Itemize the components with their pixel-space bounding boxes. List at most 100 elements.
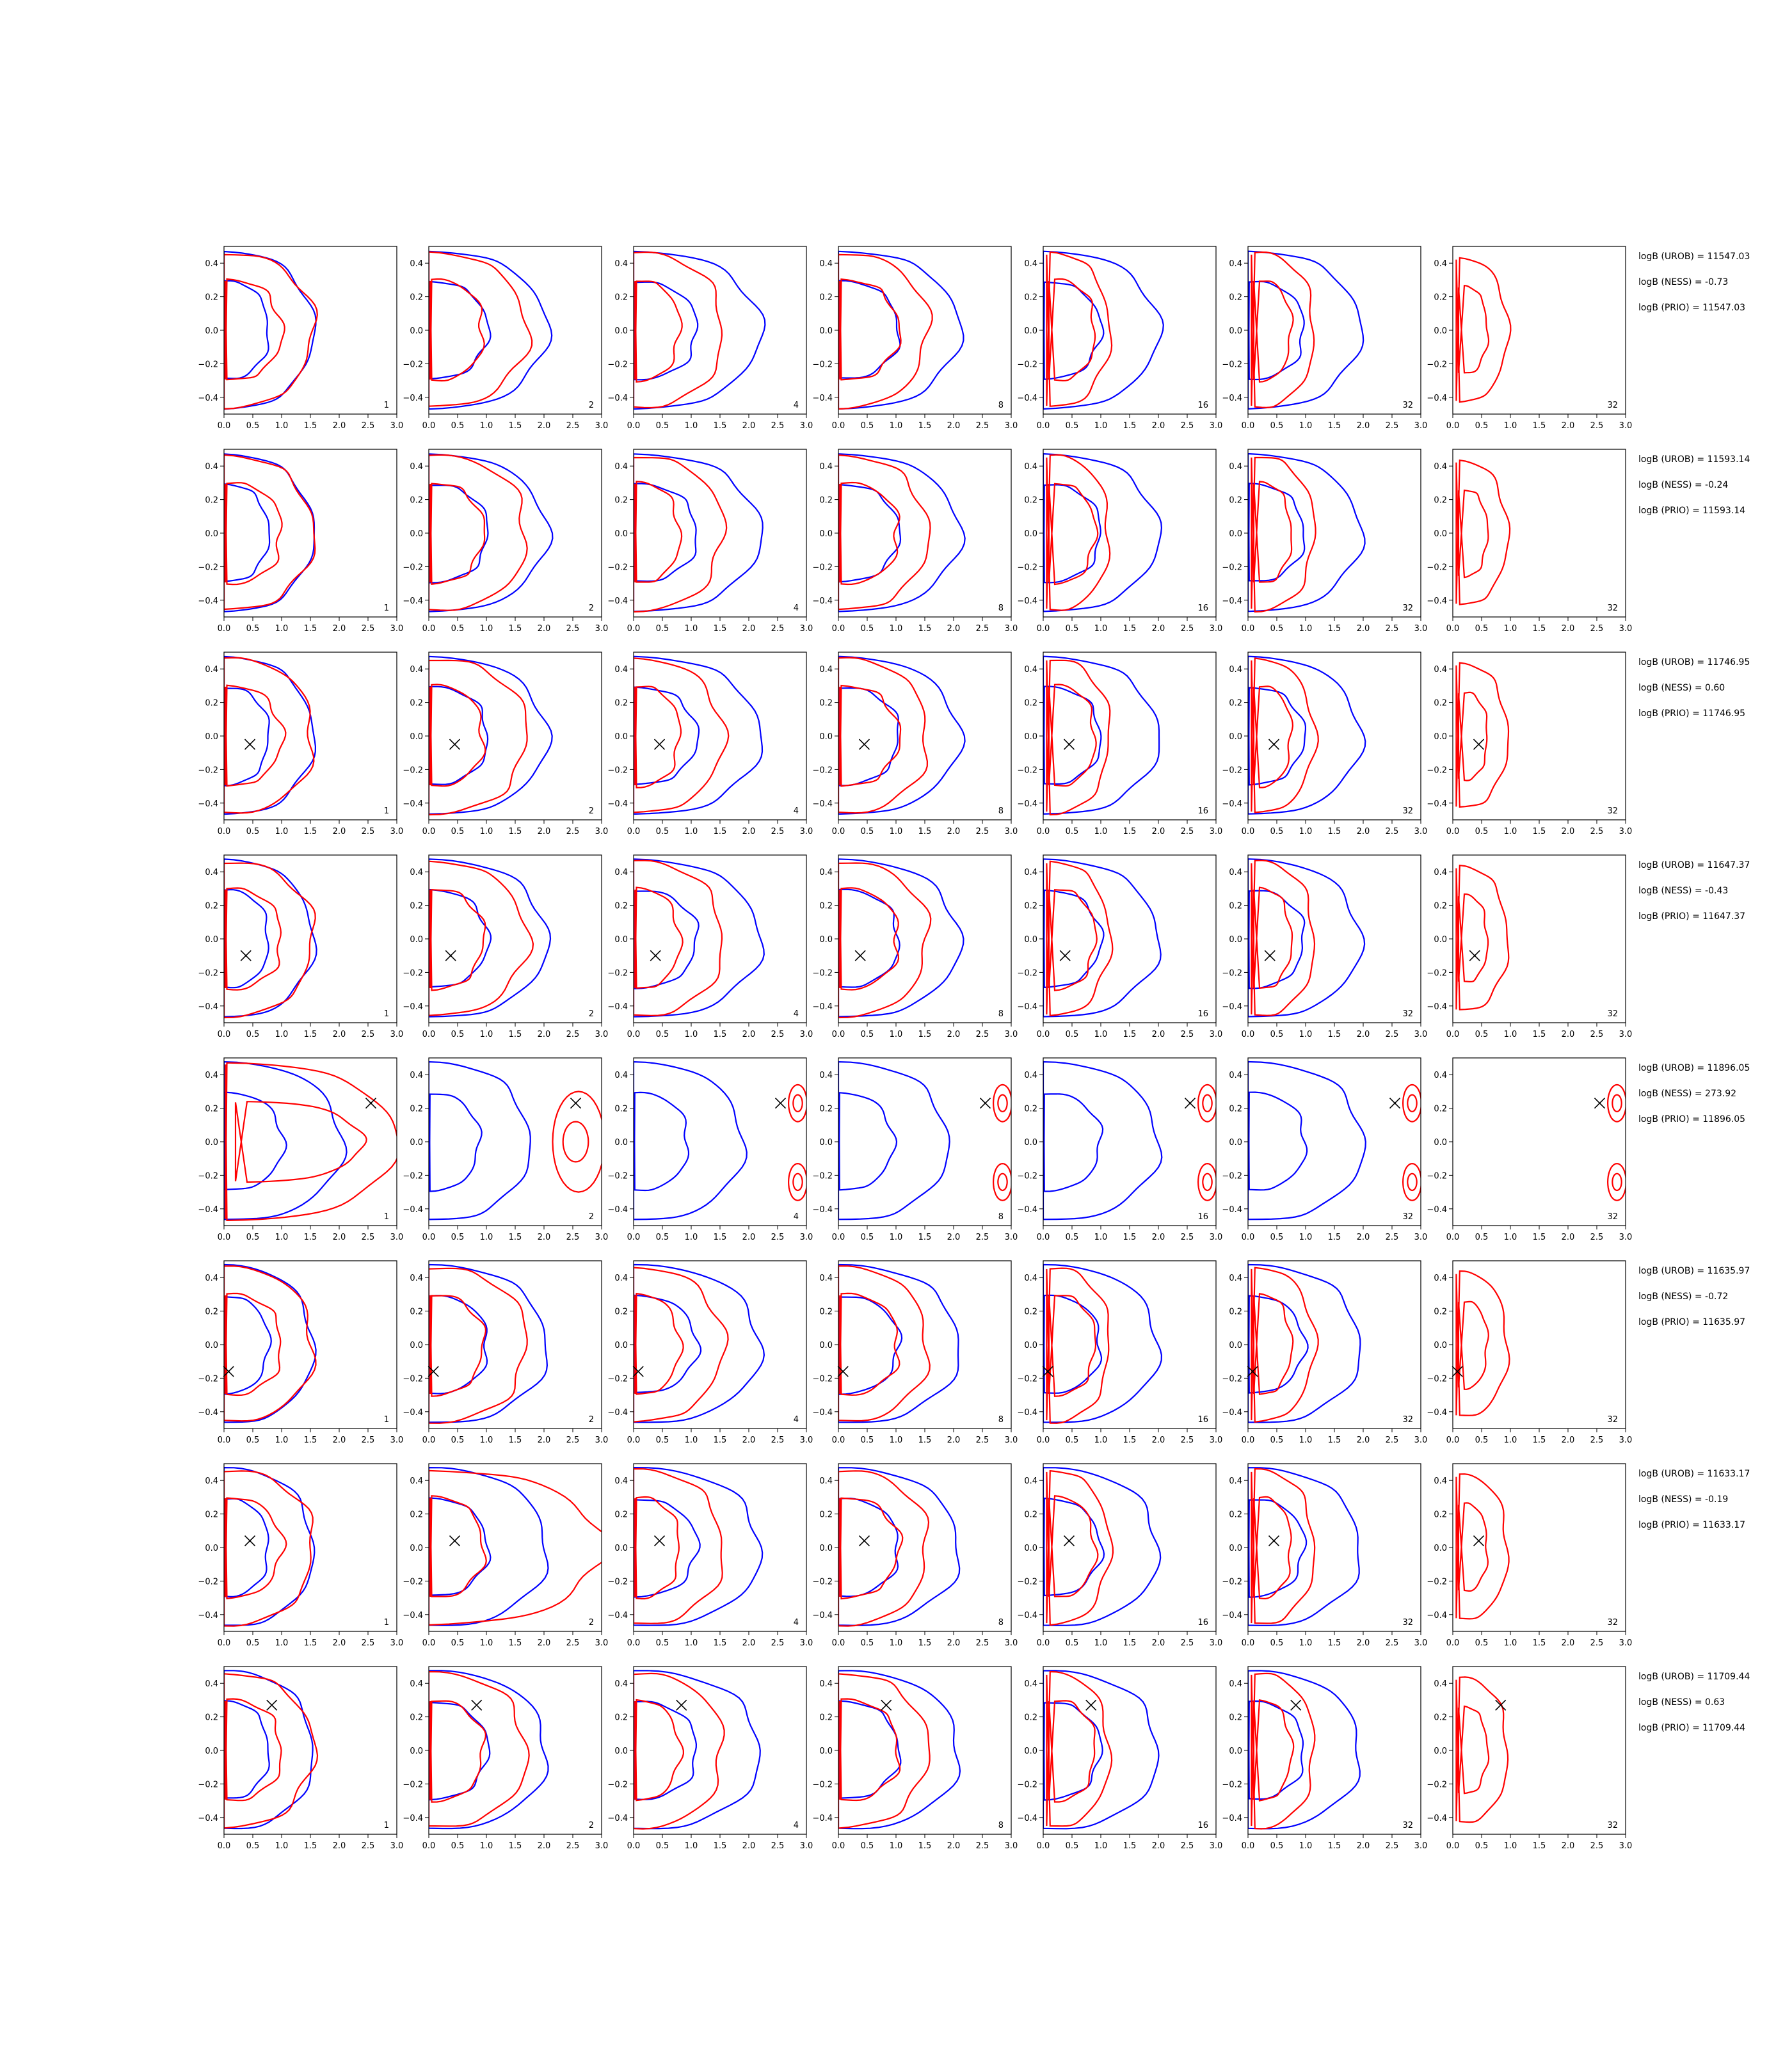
y-tick-label: −0.2	[1222, 1171, 1242, 1181]
x-tick-label: 2.5	[771, 421, 785, 431]
x-tick-label: 1.0	[480, 624, 493, 634]
x-tick-label: 2.5	[1386, 1638, 1399, 1648]
y-tick-label: −0.2	[1222, 1374, 1242, 1384]
panel-count-label: 1	[384, 1821, 389, 1830]
x-tick-label: 3.0	[800, 1638, 813, 1648]
y-tick-label: 0.0	[410, 1544, 423, 1553]
x-tick-label: 1.0	[685, 827, 698, 836]
blue-contour-1	[1043, 1670, 1160, 1830]
x-tick-label: 2.0	[333, 421, 346, 431]
x-tick-label: 1.5	[304, 1638, 317, 1648]
panel-count-label: 16	[1197, 1212, 1208, 1222]
axes-frame	[428, 1057, 602, 1226]
panel-count-label: 32	[1402, 604, 1413, 613]
panel-count-label: 32	[1402, 1821, 1413, 1830]
red-contour-2	[1252, 886, 1293, 989]
red-contour-2	[1048, 483, 1099, 586]
y-tick-label: −0.2	[1017, 968, 1037, 978]
panel-r2-c7: 0.0 0.5 1.0 1.5 2.0 2.5 3.0 −0.4 −0.2 0.0 0.2 0.4 32	[1427, 449, 1632, 634]
y-tick-label: −0.4	[607, 394, 628, 403]
panel-r3-c6: 0.0 0.5 1.0 1.5 2.0 2.5 3.0 −0.4 −0.2 0.0 0.2 0.4 32	[1222, 652, 1427, 836]
axes-frame	[1247, 652, 1421, 820]
y-tick-label: 0.0	[819, 529, 833, 539]
y-tick-label: 0.4	[1024, 868, 1037, 877]
y-tick-label: −0.2	[403, 765, 423, 775]
x-tick-label: 2.0	[947, 624, 961, 634]
red-contour-1	[1455, 459, 1511, 605]
y-tick-label: 0.0	[1024, 732, 1037, 742]
x-marker	[445, 950, 456, 961]
blue-contour-2	[1248, 483, 1306, 582]
y-tick-label: −0.4	[1222, 799, 1242, 809]
x-tick-label: 2.0	[1152, 624, 1165, 634]
blue-contour-2	[224, 687, 270, 787]
red-contour-2	[634, 685, 682, 788]
y-tick-label: 0.2	[1434, 1308, 1447, 1317]
panel-r7-c1: 0.0 0.5 1.0 1.5 2.0 2.5 3.0 −0.4 −0.2 0.0 0.2 0.4 1	[198, 1463, 404, 1648]
x-tick-label: 2.0	[1357, 421, 1370, 431]
red-contour-2	[634, 886, 684, 989]
x-tick-label: 2.0	[1152, 1638, 1165, 1648]
x-tick-label: 3.0	[1210, 1436, 1223, 1445]
y-tick-label: −0.2	[607, 1374, 628, 1384]
x-tick-label: 2.0	[1152, 827, 1165, 836]
x-tick-label: 2.5	[1181, 1841, 1194, 1851]
x-tick-label: 1.0	[480, 827, 493, 836]
stat-prio-row-5: logB (PRIO) = 11896.05	[1638, 1114, 1745, 1124]
blue-contour-1	[1248, 250, 1364, 410]
y-tick-label: −0.4	[1222, 1814, 1242, 1823]
x-tick-label: 1.5	[1533, 1841, 1546, 1851]
x-tick-label: 3.0	[800, 1233, 813, 1242]
x-tick-label: 0.5	[1475, 1841, 1489, 1851]
red-contour-2	[1457, 893, 1489, 982]
x-tick-label: 3.0	[800, 827, 813, 836]
x-tick-label: 1.5	[509, 1030, 522, 1039]
x-tick-label: 2.0	[1562, 1030, 1575, 1039]
x-tick-label: 1.5	[509, 1638, 522, 1648]
x-tick-label: 0.5	[246, 1030, 260, 1039]
x-tick-label: 1.5	[1533, 1233, 1546, 1242]
x-tick-label: 3.0	[390, 1638, 404, 1648]
y-tick-label: 0.4	[205, 462, 218, 472]
panel-count-label: 1	[384, 806, 389, 816]
y-tick-label: −0.2	[1427, 1780, 1447, 1789]
y-tick-label: −0.4	[1222, 1611, 1242, 1620]
x-tick-label: 2.5	[566, 1638, 580, 1648]
panel-count-label: 1	[384, 604, 389, 613]
x-tick-label: 0.0	[218, 1638, 231, 1648]
y-tick-label: −0.2	[1222, 1780, 1242, 1789]
x-tick-label: 1.5	[1123, 421, 1137, 431]
blue-contour-1	[634, 250, 766, 410]
x-tick-label: 3.0	[1414, 1030, 1428, 1039]
x-tick-label: 2.5	[1181, 421, 1194, 431]
y-tick-label: −0.4	[403, 1814, 423, 1823]
stat-ness-row-3: logB (NESS) = 0.60	[1638, 683, 1725, 693]
y-tick-label: 0.2	[1024, 1105, 1037, 1114]
y-tick-label: 0.4	[1229, 665, 1242, 675]
x-tick-label: 0.0	[1242, 624, 1255, 634]
x-tick-label: 3.0	[800, 1030, 813, 1039]
y-tick-label: 0.0	[614, 529, 628, 539]
y-tick-label: 0.0	[1024, 1747, 1037, 1756]
y-tick-label: 0.0	[1229, 1341, 1242, 1350]
x-tick-label: 2.5	[566, 1841, 580, 1851]
y-tick-label: 0.2	[410, 1510, 423, 1520]
panel-r6-c3: 0.0 0.5 1.0 1.5 2.0 2.5 3.0 −0.4 −0.2 0.0 0.2 0.4 4	[607, 1260, 813, 1445]
y-tick-label: 0.4	[1434, 1274, 1447, 1283]
panel-count-label: 8	[998, 604, 1004, 613]
x-tick-label: 3.0	[1005, 421, 1018, 431]
blue-contour-2	[429, 484, 489, 584]
red-contour-2	[1612, 1094, 1622, 1112]
y-tick-label: 0.2	[1434, 1510, 1447, 1520]
red-contour-1	[1251, 860, 1316, 1016]
red-contour-2	[429, 278, 485, 382]
y-tick-label: 0.4	[1434, 665, 1447, 675]
x-tick-label: 0.5	[246, 1436, 260, 1445]
y-tick-label: 0.2	[1024, 1713, 1037, 1723]
axes-frame	[1247, 1463, 1421, 1632]
panel-r3-c1: 0.0 0.5 1.0 1.5 2.0 2.5 3.0 −0.4 −0.2 0.0 0.2 0.4 1	[198, 652, 403, 836]
x-tick-label: 2.5	[976, 1436, 989, 1445]
y-tick-label: −0.4	[403, 394, 423, 403]
blue-contour-2	[1248, 1295, 1309, 1394]
axes-frame	[1452, 652, 1626, 820]
